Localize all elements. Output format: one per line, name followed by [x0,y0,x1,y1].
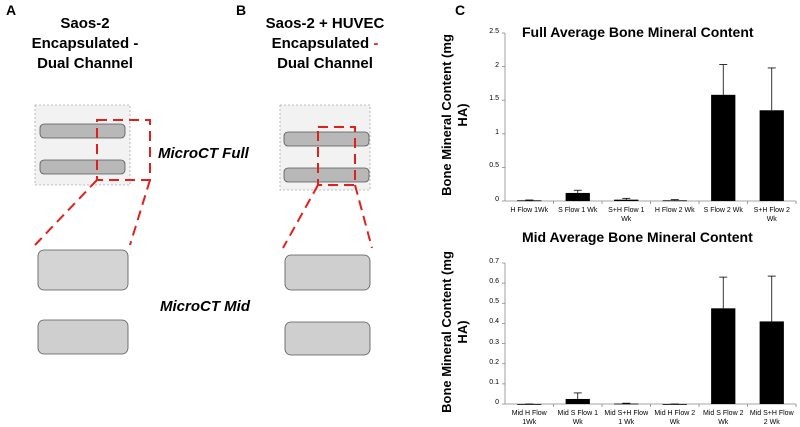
y-tick-label: 0.5 [489,298,499,306]
x-tick-label: Mid H Flow 1Wk [511,410,547,426]
zoom-indicators [34,119,373,249]
scan-label: MicroCT Full [158,145,249,162]
y-tick-label: 0.5 [489,162,499,170]
bar [614,403,639,405]
y-tick-label: 0.7 [489,258,499,265]
bar [662,200,687,202]
panel-a-images [34,104,131,355]
title-text: Encapsulated [271,35,370,52]
bar [614,199,639,201]
y-tick-label: 0.2 [489,358,499,366]
x-tick-label: Mid S+H Flow 1 Wk [604,410,649,426]
x-tick-label: Mid H Flow 2 Wk [654,410,696,426]
y-tick-label: 0.6 [489,278,499,286]
panel-label: C [455,2,466,18]
x-tick-label: H Flow 1Wk [510,207,549,214]
panel-label: A [6,2,17,18]
bar [517,200,542,202]
x-tick-label: Mid S Flow 1 Wk [557,410,598,426]
title-line: Dual Channel [37,55,133,72]
y-tick-label: 0 [495,196,499,203]
title-text: Encapsulated [31,35,130,52]
y-tick-label: 0.4 [489,318,499,326]
bar [711,94,736,201]
y-tick-label: 0.1 [489,378,499,386]
title-dash: - [133,35,139,52]
panel-b-title: Saos-2 + HUVEC Encapsulated - Dual Chann… [235,14,415,74]
x-tick-label: S+H Flow 2 Wk [753,207,790,223]
y-tick-label: 1 [495,128,499,136]
y-tick-label: 2.5 [489,28,499,35]
title-line: Dual Channel [277,55,373,72]
y-tick-label: 0 [495,399,499,406]
chart-title: Full Average Bone Mineral Content [522,24,754,40]
panel-a-title: Saos-2 Encapsulated - Dual Channel [0,14,175,74]
bar [711,308,736,404]
x-tick-label: S+H Flow 1 Wk [608,207,645,223]
x-tick-label: Mid S+H Flow 2 Wk [749,410,794,426]
title-line: Encapsulated - [0,34,175,54]
y-axis-label: Bone Mineral Content (mg HA) [439,34,470,196]
chart-title: Mid Average Bone Mineral Content [522,229,753,245]
bar [565,192,590,201]
y-tick-label: 1.5 [489,95,499,103]
panel-label: B [236,2,247,18]
y-axis-label: Bone Mineral Content (mg HA) [439,250,470,413]
scan-label: MicroCT Mid [160,298,250,315]
bar [565,398,590,404]
x-tick-label: S Flow 2 Wk [703,207,743,214]
y-tick-label: 2 [495,61,499,69]
bar [759,321,784,404]
x-tick-label: H Flow 2 Wk [654,207,695,214]
title-line: Saos-2 + HUVEC [265,15,385,32]
bar [759,110,784,201]
title-dash: - [373,35,379,52]
title-line: Encapsulated - [235,34,415,54]
y-tick-label: 0.3 [489,338,499,346]
title-line: Saos-2 [60,15,110,32]
x-tick-label: Mid S Flow 2 Wk [703,410,744,426]
x-tick-label: S Flow 1 Wk [558,207,598,214]
